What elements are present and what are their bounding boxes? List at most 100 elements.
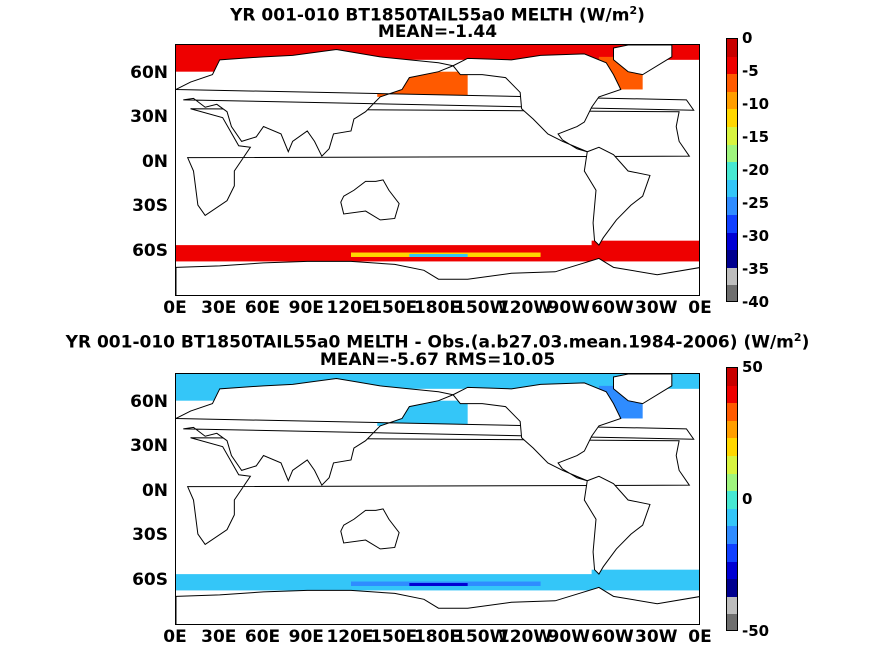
x-tick-label: 150E <box>370 298 418 318</box>
colorbar-tick-label: -50 <box>742 622 770 640</box>
land-outline <box>583 146 651 246</box>
colorbar-segment <box>727 197 737 215</box>
x-tick-label: 60E <box>244 298 281 318</box>
land-outline <box>176 48 695 158</box>
colorbar-segment <box>727 368 737 386</box>
weddell-band <box>591 569 699 585</box>
panel1-title-line2: MEAN=-1.44 <box>377 22 498 42</box>
panel2-colorbar <box>726 367 738 631</box>
land-outline <box>176 257 699 295</box>
land-outline <box>452 382 622 482</box>
y-tick-label: 30N <box>130 436 168 457</box>
land-outline <box>583 475 651 575</box>
colorbar-segment <box>727 56 737 75</box>
colorbar-segment <box>727 267 737 286</box>
x-tick-label: 180E <box>413 627 462 647</box>
land-outline <box>340 508 400 550</box>
panel2-title-line1: YR 001-010 BT1850TAIL55a0 MELTH - Obs.(a… <box>65 331 810 353</box>
x-tick-label: 90E <box>288 627 324 647</box>
x-tick-label: 120W <box>497 298 553 318</box>
land-outline <box>613 374 673 405</box>
colorbar-segment <box>727 385 737 404</box>
colorbar-tick-label: -25 <box>742 194 770 212</box>
land-outline <box>452 53 622 153</box>
colorbar-segment <box>727 74 737 92</box>
land-outline <box>176 377 695 487</box>
x-tick-label: 60E <box>244 627 281 647</box>
x-tick-label: 0E <box>688 298 712 318</box>
x-tick-label: 60W <box>591 627 634 647</box>
colorbar-tick-label: -20 <box>742 161 770 179</box>
y-tick-label: 30N <box>130 107 168 128</box>
colorbar-segment <box>727 109 737 127</box>
panel1-colorbar <box>726 38 738 302</box>
colorbar-segment <box>727 39 737 57</box>
colorbar-tick-label: 50 <box>742 358 763 376</box>
colorbar-segment <box>727 179 737 198</box>
colorbar-segment <box>727 232 737 251</box>
colorbar-segment <box>727 285 737 301</box>
y-tick-label: 0N <box>141 480 168 501</box>
colorbar-segment <box>727 162 737 180</box>
x-tick-label: 150E <box>370 627 418 647</box>
colorbar-tick-label: -30 <box>742 227 770 245</box>
colorbar-segment <box>727 403 737 421</box>
x-tick-label: 30W <box>635 298 678 318</box>
x-tick-label: 90W <box>547 627 590 647</box>
ross-sea-patch <box>409 254 468 257</box>
x-tick-label: 30E <box>201 627 237 647</box>
land-outline <box>613 45 673 76</box>
colorbar-segment <box>727 596 737 615</box>
x-tick-label: 0E <box>688 627 712 647</box>
x-tick-label: 0E <box>163 627 187 647</box>
colorbar-segment <box>727 144 737 163</box>
colorbar-segment <box>727 250 737 268</box>
colorbar-segment <box>727 508 737 527</box>
x-tick-label: 0E <box>163 298 187 318</box>
panel1-title-line1: YR 001-010 BT1850TAIL55a0 MELTH (W/m2) <box>230 4 645 26</box>
colorbar-tick-label: -5 <box>742 62 759 80</box>
y-tick-label: 60N <box>130 391 168 412</box>
colorbar-segment <box>727 526 737 544</box>
colorbar-segment <box>727 561 737 580</box>
y-tick-label: 60S <box>132 240 168 261</box>
colorbar-segment <box>727 579 737 597</box>
y-tick-label: 30S <box>132 525 168 546</box>
colorbar-tick-label: -35 <box>742 260 770 278</box>
colorbar-segment <box>727 491 737 509</box>
colorbar-segment <box>727 543 737 562</box>
colorbar-segment <box>727 214 737 233</box>
x-tick-label: 120W <box>497 627 553 647</box>
panel1-map <box>175 44 700 296</box>
colorbar-segment <box>727 614 737 630</box>
x-tick-label: 30W <box>635 627 678 647</box>
colorbar-tick-label: -10 <box>742 95 770 113</box>
weddell-band <box>591 240 699 256</box>
colorbar-tick-label: 0 <box>742 29 753 47</box>
x-tick-label: 180E <box>413 298 462 318</box>
x-tick-label: 90E <box>288 298 324 318</box>
x-tick-label: 120E <box>326 627 374 647</box>
panel2-map <box>175 373 700 625</box>
panel2-title-line2: MEAN=-5.67 RMS=10.05 <box>319 350 556 370</box>
panel2-map-svg <box>176 374 699 624</box>
panel1-map-svg <box>176 45 699 295</box>
x-tick-label: 120E <box>326 298 374 318</box>
x-tick-label: 30E <box>201 298 237 318</box>
colorbar-segment <box>727 473 737 492</box>
colorbar-segment <box>727 126 737 145</box>
y-tick-label: 30S <box>132 196 168 217</box>
colorbar-segment <box>727 420 737 439</box>
x-tick-label: 90W <box>547 298 590 318</box>
colorbar-tick-label: -40 <box>742 293 770 311</box>
y-tick-label: 0N <box>141 151 168 172</box>
ross-sea-patch <box>409 583 468 586</box>
land-outline <box>340 179 400 221</box>
land-outline <box>176 586 699 624</box>
x-tick-label: 150W <box>454 627 509 647</box>
x-tick-label: 60W <box>591 298 634 318</box>
colorbar-tick-label: -15 <box>742 128 770 146</box>
colorbar-tick-label: 0 <box>742 490 753 508</box>
y-tick-label: 60S <box>132 569 168 590</box>
colorbar-segment <box>727 438 737 456</box>
